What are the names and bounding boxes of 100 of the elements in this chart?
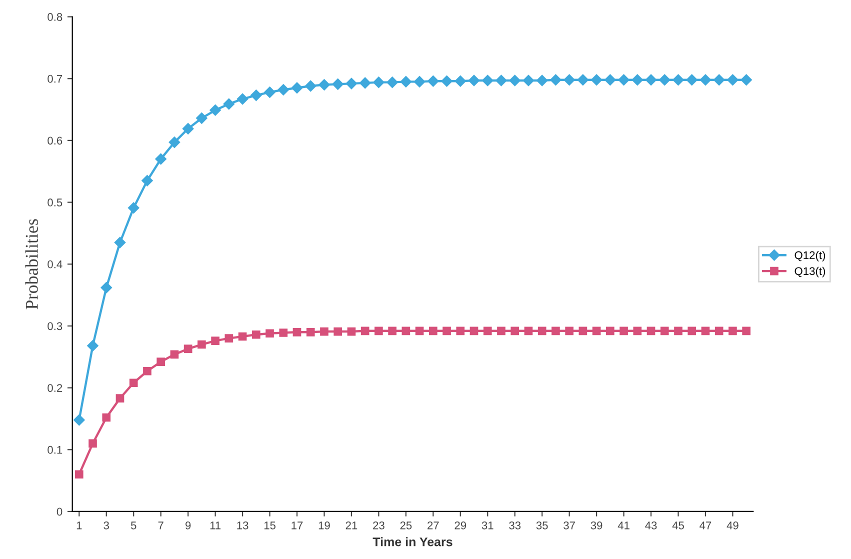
point xyxy=(714,326,724,336)
point xyxy=(170,350,179,359)
point xyxy=(238,332,247,341)
point xyxy=(306,328,315,336)
x-tick-label: 11 xyxy=(210,522,221,530)
point xyxy=(428,326,438,336)
point xyxy=(645,74,657,86)
point xyxy=(264,86,276,98)
point xyxy=(672,74,684,86)
point xyxy=(454,75,466,87)
x-tick-label: 15 xyxy=(264,522,276,530)
point xyxy=(550,74,562,86)
legend-label: Q12(t) xyxy=(794,250,826,262)
point xyxy=(456,326,465,336)
point xyxy=(143,366,152,376)
point xyxy=(278,84,289,96)
point xyxy=(482,74,494,86)
point xyxy=(728,326,737,336)
x-tick-label: 21 xyxy=(346,522,358,530)
x-tick-label: 29 xyxy=(454,522,466,530)
point xyxy=(428,75,439,87)
legend-label: Q13(t) xyxy=(794,266,826,278)
point xyxy=(102,413,111,422)
point xyxy=(660,326,669,336)
point xyxy=(292,328,302,336)
point xyxy=(496,74,507,86)
point xyxy=(250,90,262,101)
x-tick-label: 19 xyxy=(318,522,330,530)
point xyxy=(552,326,560,336)
point xyxy=(196,112,208,124)
point xyxy=(659,74,670,86)
y-tick-label: 0.7 xyxy=(48,74,62,83)
x-tick-label: 33 xyxy=(509,522,521,530)
x-tick-label: 1 xyxy=(76,522,82,530)
x-tick-label: 3 xyxy=(104,522,109,530)
point xyxy=(320,327,328,336)
point xyxy=(713,74,725,86)
point xyxy=(88,439,97,448)
point xyxy=(346,78,358,90)
y-tick-label: 0.6 xyxy=(48,136,62,145)
point xyxy=(210,104,221,116)
x-tick-label: 31 xyxy=(482,522,494,530)
point xyxy=(536,74,548,86)
y-tick-label: 0 xyxy=(56,508,62,516)
point xyxy=(740,74,752,86)
point xyxy=(156,358,166,366)
point xyxy=(564,74,575,86)
point xyxy=(414,76,426,88)
y-axis-title: Probabilities xyxy=(25,219,38,310)
point xyxy=(618,74,630,86)
x-tick-label: 7 xyxy=(158,522,164,530)
point xyxy=(87,340,98,352)
point xyxy=(497,326,506,336)
point xyxy=(116,394,124,402)
point xyxy=(74,470,84,479)
point xyxy=(606,326,614,336)
point xyxy=(224,334,234,342)
point xyxy=(360,326,370,336)
y-tick-label: 0.8 xyxy=(48,13,62,21)
point xyxy=(182,123,194,134)
y-tick-label: 0.2 xyxy=(48,384,62,392)
x-tick-label: 45 xyxy=(672,522,684,530)
point xyxy=(674,326,682,336)
point xyxy=(374,326,383,336)
y-tick-label: 0.3 xyxy=(48,322,62,330)
x-axis-title: Time in Years xyxy=(372,537,452,546)
point xyxy=(223,98,235,110)
y-tick-label: 0.5 xyxy=(48,198,62,206)
point xyxy=(373,76,384,88)
point xyxy=(347,327,356,336)
point xyxy=(742,326,750,336)
point xyxy=(386,76,398,88)
point xyxy=(155,153,166,165)
point xyxy=(524,326,533,336)
x-tick-label: 9 xyxy=(186,522,191,530)
point xyxy=(510,326,520,336)
x-tick-label: 41 xyxy=(618,522,630,530)
point xyxy=(633,326,642,336)
point xyxy=(470,326,478,336)
point xyxy=(236,93,248,105)
point xyxy=(577,74,589,86)
point xyxy=(727,74,738,86)
point xyxy=(565,326,574,336)
x-tick-label: 37 xyxy=(564,522,575,530)
x-tick-label: 47 xyxy=(700,522,712,530)
point xyxy=(701,326,710,336)
point xyxy=(522,74,534,86)
point xyxy=(686,74,698,86)
point xyxy=(578,326,588,336)
point xyxy=(332,78,344,90)
point xyxy=(305,80,316,92)
point xyxy=(114,236,126,248)
x-tick-label: 39 xyxy=(590,522,602,530)
x-tick-label: 5 xyxy=(130,522,136,530)
x-tick-label: 17 xyxy=(292,522,303,530)
point xyxy=(400,76,412,88)
point xyxy=(388,326,396,336)
point xyxy=(592,326,601,336)
point xyxy=(128,202,140,214)
point xyxy=(620,326,628,336)
